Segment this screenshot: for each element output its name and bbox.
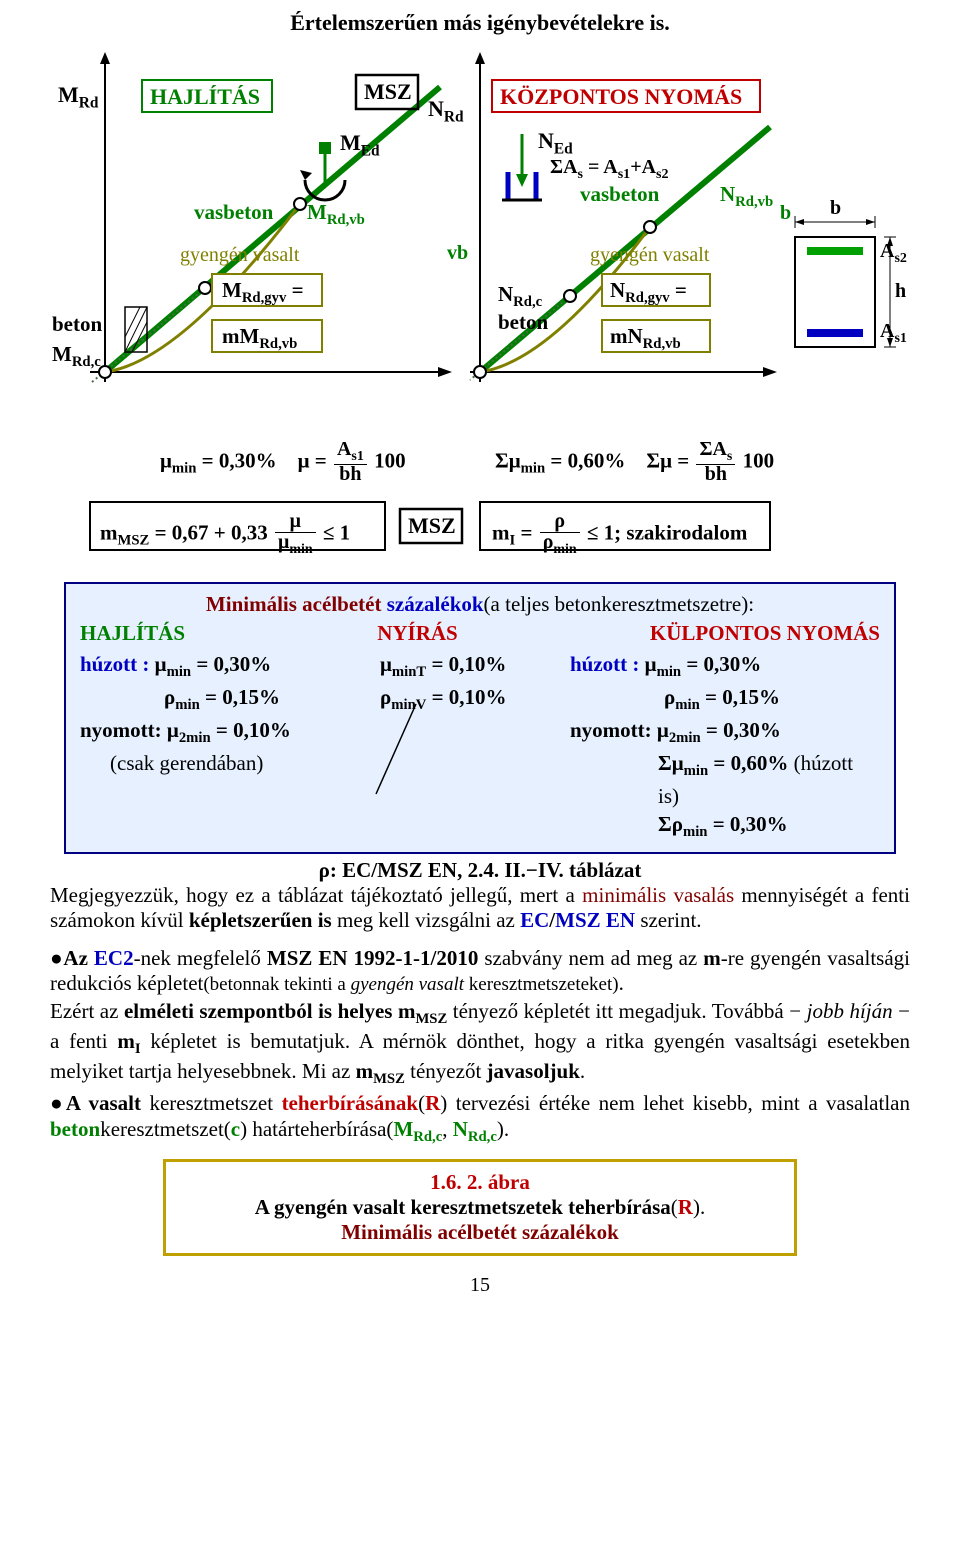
col-hajlitas: húzott : μmin = 0,30% ρmin = 0,15% nyomo… — [80, 650, 380, 844]
head-kulpontos: KÜLPONTOS NYOMÁS — [650, 621, 880, 646]
head-nyiras: NYÍRÁS — [377, 621, 458, 646]
page-number: 15 — [50, 1274, 910, 1297]
nrd-label: NRd — [428, 96, 464, 126]
hajlitas-label: HAJLÍTÁS — [150, 84, 260, 110]
beton-left: beton — [52, 312, 102, 337]
med-label: MEd — [340, 130, 380, 160]
mumin-left: μmin = 0,30% μ = As1bh 100 — [160, 440, 406, 485]
mrd-label: MRd — [58, 82, 98, 112]
ned-label: NEd — [538, 128, 573, 158]
gyengen-right: gyengén vasalt — [590, 244, 709, 267]
msz-top-label: MSZ — [364, 79, 412, 105]
mrdc-label: MRd,c — [52, 342, 101, 371]
mrdvb-label: MRd,vb — [307, 200, 365, 229]
infobox-title: Minimális acélbetét százalékok(a teljes … — [80, 592, 880, 617]
m-msz-formula: mMSZ = 0,67 + 0,33 μμmin ≤ 1 — [100, 512, 350, 557]
paragraph-3: Ezért az elméleti szempontból is helyes … — [50, 999, 910, 1089]
b-dim: b — [830, 197, 841, 220]
rho-source-line: ρ: EC/MSZ EN, 2.4. II.−IV. táblázat — [50, 858, 910, 883]
mmrdvb-label: mMRd,vb — [222, 324, 297, 353]
col-kulpontos: húzott : μmin = 0,30% ρmin = 0,15% nyomo… — [570, 650, 870, 844]
diagram: HAJLÍTÁS MSZ KÖZPONTOS NYOMÁS MRd NRd ME… — [50, 42, 910, 572]
vb-label: vb — [447, 242, 468, 265]
sigmaAs-line: ΣAs = As1+As2 — [550, 156, 668, 183]
as2-label: As2 — [880, 240, 907, 267]
figcap-sub: Minimális acélbetét százalékok — [180, 1220, 780, 1245]
nrdgyv-label: NRd,gyv = — [610, 278, 687, 307]
m-i-formula: mI = ρρmin ≤ 1; szakirodalom — [492, 512, 747, 557]
vasbeton-left: vasbeton — [194, 200, 273, 225]
figure-caption-box: 1.6. 2. ábra A gyengén vasalt keresztmet… — [163, 1159, 797, 1256]
mrdgyv-label: MRd,gyv = — [222, 278, 304, 307]
as1-label: As1 — [880, 320, 907, 347]
paragraph-4: ●A vasalt keresztmetszet teherbírásának(… — [50, 1091, 910, 1147]
title-line: Értelemszerűen más igénybevételekre is. — [50, 10, 910, 36]
mnrdvb-label: mNRd,vb — [610, 324, 681, 353]
h-dim: h — [895, 280, 906, 303]
nrdvb-label: NRd,vb — [720, 182, 773, 211]
col-nyiras: μminT = 0,10% ρminV = 0,10% — [380, 650, 570, 844]
section-b: b — [780, 202, 791, 225]
figcap-num: 1.6. 2. ábra — [180, 1170, 780, 1195]
nrdc-label: NRd,c — [498, 282, 542, 311]
paragraph-1: Megjegyezzük, hogy ez a táblázat tájékoz… — [50, 883, 910, 934]
min-steel-table: Minimális acélbetét százalékok(a teljes … — [64, 582, 896, 854]
gyengen-left: gyengén vasalt — [180, 244, 299, 267]
kozpontos-label: KÖZPONTOS NYOMÁS — [500, 84, 742, 110]
head-hajlitas: HAJLÍTÁS — [80, 621, 185, 646]
sigmumin-right: Σμmin = 0,60% Σμ = ΣAsbh 100 — [495, 440, 774, 485]
vasbeton-right: vasbeton — [580, 182, 659, 207]
infobox-headers: HAJLÍTÁS NYÍRÁS KÜLPONTOS NYOMÁS — [80, 621, 880, 646]
beton-right: beton — [498, 310, 548, 335]
msz-mid-label: MSZ — [408, 513, 456, 539]
paragraph-2: ●Az EC2-nek megfelelő MSZ EN 1992-1-1/20… — [50, 946, 910, 997]
